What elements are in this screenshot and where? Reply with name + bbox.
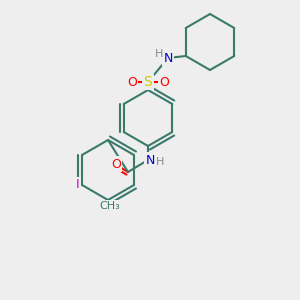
Text: O: O	[127, 76, 137, 88]
Text: O: O	[159, 76, 169, 88]
Text: S: S	[144, 75, 152, 89]
Text: N: N	[163, 52, 173, 64]
Text: O: O	[111, 158, 121, 170]
Text: CH₃: CH₃	[100, 201, 120, 211]
Text: I: I	[76, 178, 80, 191]
Text: H: H	[155, 49, 163, 59]
Text: H: H	[156, 157, 164, 167]
Text: N: N	[145, 154, 155, 166]
